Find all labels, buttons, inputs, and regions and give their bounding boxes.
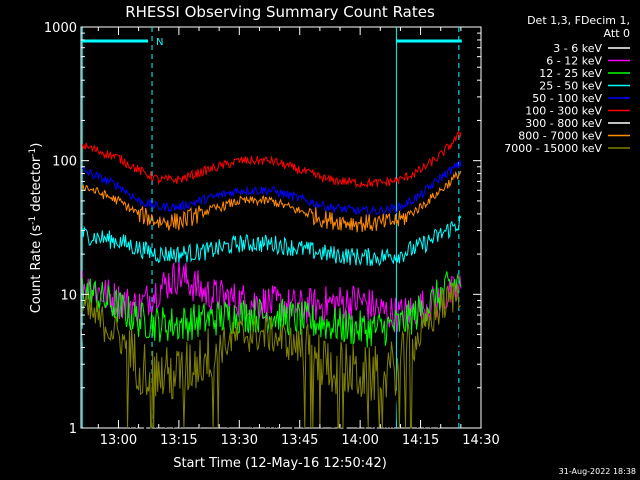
series-layer <box>81 130 462 430</box>
axis-ticks: 1 10 100 1000 13:00 13:15 13:30 13:45 14:00 14:15… <box>44 21 500 448</box>
y-axis-label: Count Rate (s-1 detector-1) <box>28 143 44 314</box>
series-line <box>81 260 462 333</box>
y-tick-label: 100 <box>52 155 77 170</box>
y-tick-label: 1 <box>69 422 77 437</box>
series-line <box>81 317 462 430</box>
legend-label: 100 - 300 keV <box>525 105 602 118</box>
x-tick-label: 13:30 <box>221 433 258 448</box>
legend-label: 25 - 50 keV <box>539 80 602 93</box>
flag-label: N <box>156 37 163 48</box>
legend-label: 7000 - 15000 keV <box>504 142 602 155</box>
legend-label: 800 - 7000 keV <box>518 130 602 143</box>
y-tick-label: 1000 <box>44 21 77 36</box>
x-axis-label: Start Time (12-May-16 12:50:42) <box>173 456 387 471</box>
legend-label: 6 - 12 keV <box>546 55 602 68</box>
series-line <box>81 282 462 429</box>
legend-label: 12 - 25 keV <box>539 67 602 80</box>
legend-header-line2: Att 0 <box>604 27 630 40</box>
legend-label: 3 - 6 keV <box>553 42 602 55</box>
chart-title: RHESSI Observing Summary Count Rates <box>125 3 435 21</box>
x-tick-label: 14:15 <box>402 433 439 448</box>
series-line <box>81 159 462 217</box>
x-tick-label: 13:00 <box>100 433 137 448</box>
x-tick-label: 14:00 <box>341 433 378 448</box>
series-line <box>81 170 462 233</box>
legend-label: 50 - 100 keV <box>532 92 602 105</box>
series-line <box>81 130 462 189</box>
x-tick-label: 13:15 <box>160 433 197 448</box>
x-tick-label: 13:45 <box>281 433 318 448</box>
y-tick-label: 10 <box>60 288 77 303</box>
timestamp: 31-Aug-2022 18:38 <box>559 467 636 476</box>
legend-header-line1: Det 1,3, FDecim 1, <box>527 14 630 27</box>
series-line <box>81 214 462 267</box>
x-tick-label: 14:30 <box>462 433 499 448</box>
legend-label: 300 - 800 keV <box>525 117 602 130</box>
